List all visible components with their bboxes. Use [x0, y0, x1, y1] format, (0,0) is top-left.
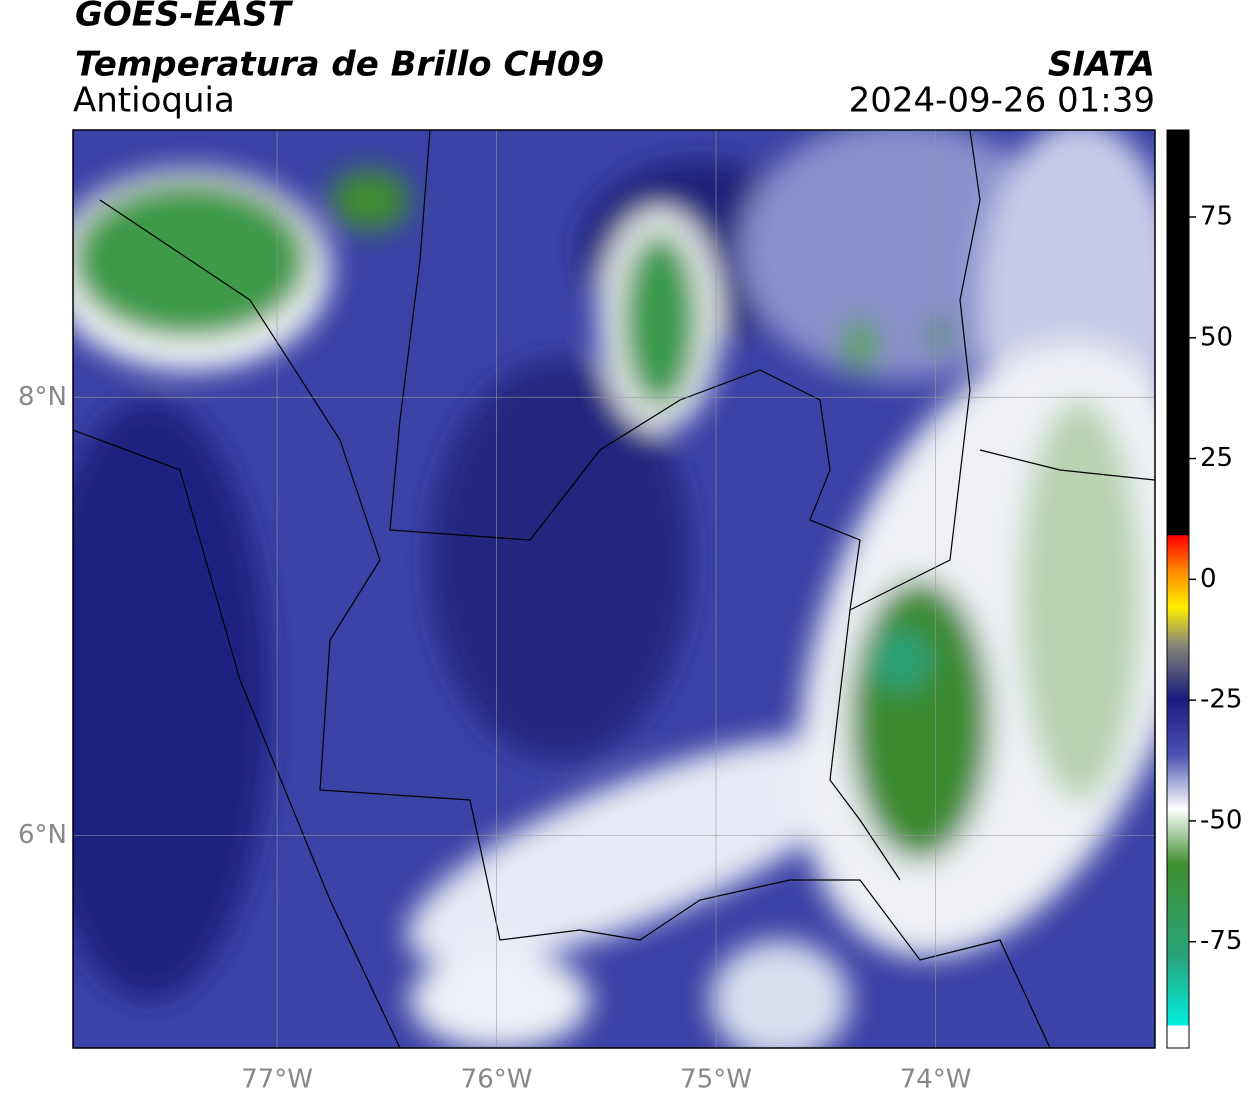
colorbar-label: -50	[1200, 805, 1242, 835]
lon-label: 74°W	[900, 1065, 972, 1095]
lon-label: 77°W	[241, 1065, 313, 1095]
title: GOES-EAST	[75, 0, 294, 35]
lat-label: 6°N	[18, 820, 67, 850]
graticule	[73, 130, 1155, 1048]
region: Antioquia	[73, 81, 235, 121]
colorbar-label: 75	[1200, 201, 1233, 231]
colorbar-label: -25	[1200, 685, 1242, 715]
colorbar-label: 25	[1200, 443, 1233, 473]
colorbar-label: 50	[1200, 322, 1233, 352]
datetime: 2024-09-26 01:39	[849, 81, 1155, 121]
source: SIATA	[1048, 45, 1155, 85]
lon-label: 76°W	[461, 1065, 533, 1095]
satellite-image	[73, 130, 1155, 1048]
map-frame	[72, 129, 1156, 1049]
subtitle: Temperatura de Brillo CH09	[75, 45, 604, 85]
colorbar-label: -75	[1200, 926, 1242, 956]
colorbar-label: 0	[1200, 564, 1217, 594]
colorbar	[1166, 129, 1190, 1049]
lat-label: 8°N	[18, 382, 67, 412]
lon-label: 75°W	[680, 1065, 752, 1095]
